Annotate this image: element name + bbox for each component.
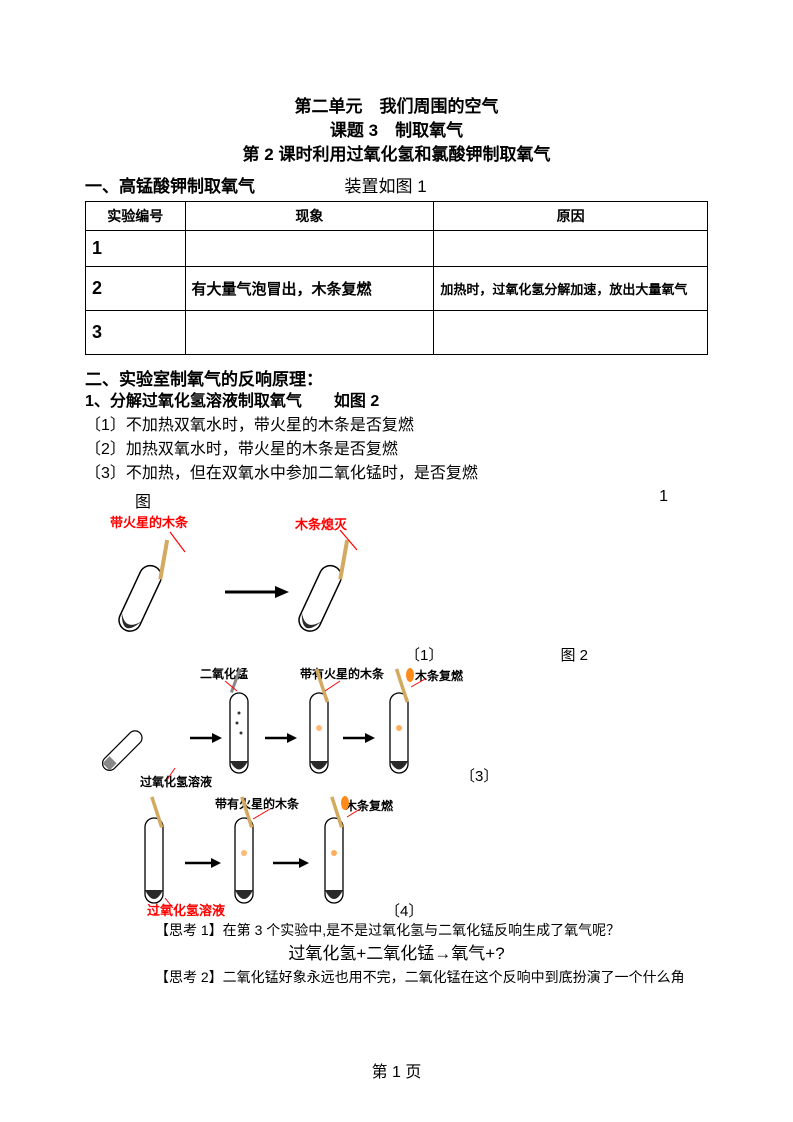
unit-title: 第二单元 我们周围的空气 [85,95,708,119]
fig1-left: 图 [85,488,151,512]
row2-phenom: 有大量气泡冒出，木条复燃 [185,267,434,311]
diagram2-svg [125,673,585,803]
th-phenom: 现象 [185,202,434,231]
section1-fig: 装置如图 1 [344,177,426,196]
row3-phenom [185,311,434,355]
think2: 【思考 2】二氧化锰好象永远也用不完，二氧化锰在这个反响中到底扮演了一个什么角 [85,967,708,988]
lesson-title: 第 2 课时利用过氧化氢和氯酸钾制取氧气 [85,143,708,167]
th-num: 实验编号 [86,202,186,231]
item1: 〔1〕不加热双氧水时，带火星的木条是否复燃 [85,414,708,438]
section2-title: 二、实验室制氧气的反响原理： [85,365,708,390]
th-reason: 原因 [434,202,708,231]
cap4: 〔4〕 [385,900,423,921]
cap-fig2: 图 2 [560,644,708,665]
fig1-right: 1 [659,488,708,512]
experiment-table: 实验编号 现象 原因 1 2 有大量气泡冒出，木条复燃 加热时，过氧化氢分解加速… [85,201,708,355]
row1-phenom [185,231,434,267]
cap3: 〔3〕 [460,765,498,786]
row1-reason [434,231,708,267]
topic-title: 课题 3 制取氧气 [85,119,708,143]
row2-reason: 加热时，过氧化氢分解加速，放出大量氧气 [434,267,708,311]
page-number: 第 1 页 [0,1058,793,1082]
section2-sub1: 1、分解过氧化氢溶液制取氧气 如图 2 [85,390,708,414]
row1-num: 1 [86,231,186,267]
item2: 〔2〕加热双氧水时，带火星的木条是否复燃 [85,438,708,462]
item3: 〔3〕不加热，但在双氧水中参加二氧化锰时，是否复燃 [85,462,708,486]
diagram1-svg [105,522,485,652]
row2-num: 2 [86,267,186,311]
equation: 过氧化氢+二氧化锰→氧气+? [85,941,708,967]
section1-title: 一、高锰酸钾制取氧气 [85,177,255,196]
row3-reason [434,311,708,355]
row3-num: 3 [86,311,186,355]
diagram3-svg [135,803,535,928]
